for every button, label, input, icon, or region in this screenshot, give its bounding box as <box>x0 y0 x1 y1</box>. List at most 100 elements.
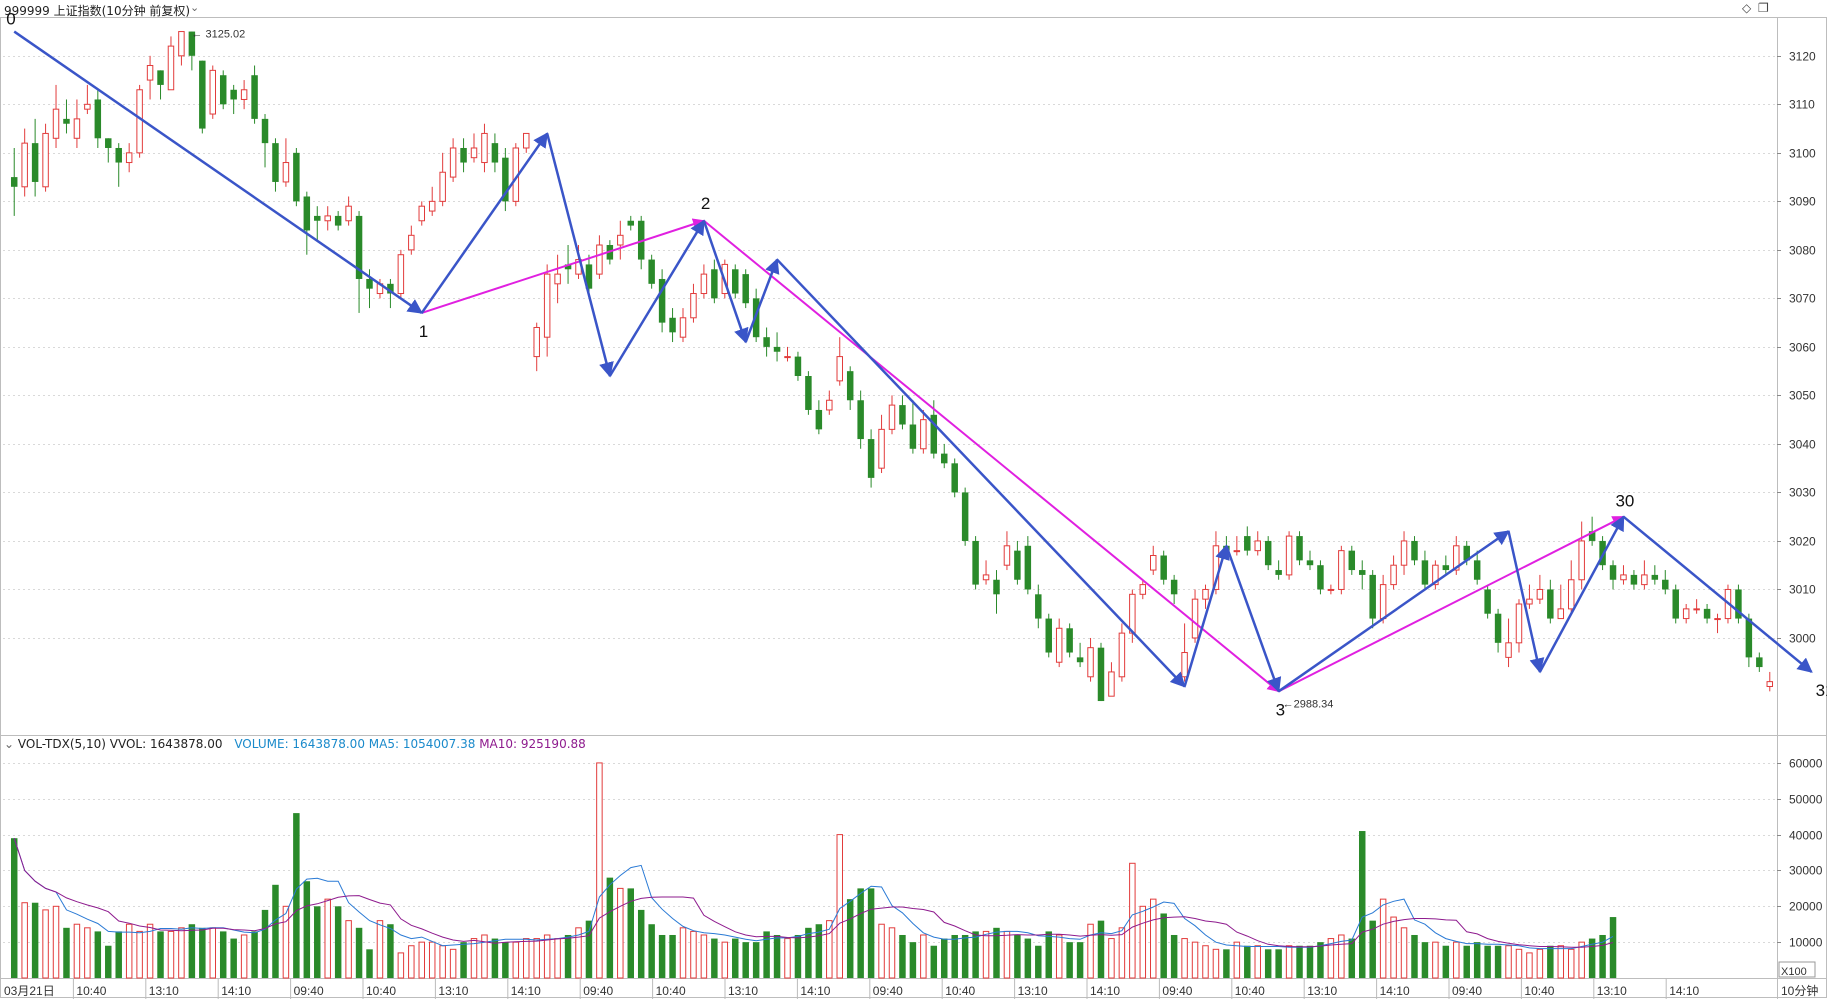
segment-arrow <box>1278 515 1625 693</box>
stroke-arrow <box>545 133 614 378</box>
candle-body <box>1338 550 1345 590</box>
candle-body <box>460 147 467 163</box>
candle-body <box>1160 555 1167 580</box>
candle-body <box>564 264 572 270</box>
candle <box>1484 584 1491 619</box>
volume-bar <box>1014 934 1021 978</box>
candle-body <box>972 540 979 585</box>
candle <box>742 269 749 309</box>
candle <box>1233 536 1241 556</box>
volume-tick-label: 50000 <box>1789 793 1823 807</box>
candle-body <box>867 439 875 478</box>
volume-bar <box>1379 898 1387 979</box>
volume-bar <box>397 952 405 979</box>
candle <box>1442 555 1450 575</box>
volume-bar <box>167 930 175 979</box>
volume-bar <box>303 881 311 978</box>
candle <box>1045 613 1052 658</box>
volume-bar <box>115 931 122 978</box>
candle-body <box>1285 535 1293 576</box>
candle-body <box>1233 550 1241 553</box>
x-tick-label: 13:10 <box>438 984 468 998</box>
candle <box>125 143 133 173</box>
volume-bar <box>679 927 687 979</box>
candle-body <box>836 356 843 382</box>
x-tick-label: 14:10 <box>800 984 830 998</box>
candle-body <box>355 215 363 279</box>
candle <box>428 186 436 216</box>
candle-body <box>920 419 927 450</box>
segment-arrow <box>421 218 706 314</box>
candle-body <box>1453 545 1460 571</box>
candle-body <box>105 138 112 148</box>
candle <box>1703 604 1711 624</box>
candle-body <box>1076 657 1084 663</box>
volume-bar <box>1567 948 1575 979</box>
candle-body <box>857 400 864 440</box>
candle <box>1693 599 1700 614</box>
candle <box>1087 637 1094 682</box>
candle-body <box>899 405 906 425</box>
volume-y-axis: 60000 50000 40000 30000 20000 10000 X100 <box>1777 757 1823 978</box>
candle <box>178 31 185 66</box>
volume-bar <box>533 938 540 979</box>
candle-body <box>951 463 958 493</box>
window-restore-icon[interactable]: ❐ <box>1758 1 1769 15</box>
candle <box>115 143 122 187</box>
price-tick-label: 3000 <box>1789 632 1816 646</box>
candle-body <box>334 215 342 226</box>
volume-bar <box>1264 949 1272 978</box>
candle-body <box>1400 540 1408 566</box>
candle-body <box>763 337 770 347</box>
volume-bar <box>491 938 499 978</box>
candle-body <box>1766 681 1774 687</box>
candle-body <box>188 31 196 56</box>
candle <box>94 89 102 148</box>
candle <box>1672 584 1679 624</box>
candle-body <box>815 409 823 430</box>
price-tick-label: 3010 <box>1789 583 1816 597</box>
candle-body <box>1494 613 1502 643</box>
candle <box>836 337 843 386</box>
candle <box>1108 662 1115 697</box>
candle-body <box>554 273 561 285</box>
volume-bar <box>523 938 530 979</box>
stroke-arrow <box>1225 545 1282 693</box>
candle <box>1756 652 1763 672</box>
x-tick-label: 10:40 <box>1524 984 1554 998</box>
candle-body <box>773 346 781 352</box>
volume-bars <box>10 762 1617 979</box>
point-label: 30 <box>1615 492 1634 511</box>
candle <box>146 55 154 100</box>
candle-body <box>157 70 164 85</box>
volume-bar <box>355 927 363 978</box>
candle-body <box>387 283 394 294</box>
volume-bar <box>951 934 958 978</box>
candle-body <box>1108 671 1115 697</box>
price-tick-label: 3080 <box>1789 244 1816 258</box>
volume-bar <box>721 941 729 979</box>
candle <box>209 65 217 119</box>
volume-bar <box>690 930 697 979</box>
volume-bar <box>1588 938 1596 978</box>
volume-bar <box>272 884 279 978</box>
candle-body <box>1432 564 1439 586</box>
volume-bar <box>1035 945 1042 978</box>
diamond-icon[interactable]: ◇ <box>1742 1 1752 15</box>
candle <box>502 147 509 212</box>
volume-bar <box>209 927 217 979</box>
volume-bar <box>1442 945 1450 978</box>
candle-body <box>408 234 415 251</box>
candle <box>617 220 624 260</box>
volume-collapse-icon[interactable]: ⌄ <box>4 737 15 751</box>
volume-bar <box>867 888 875 978</box>
candle <box>784 346 791 362</box>
candle-body <box>240 89 248 100</box>
candle <box>690 283 697 323</box>
volume-bar <box>1150 898 1157 979</box>
settings-icon[interactable]: ⌄ <box>190 1 200 14</box>
candle <box>481 123 488 173</box>
volume-unit-label: X100 <box>1781 966 1807 978</box>
volume-bar <box>1108 938 1115 979</box>
